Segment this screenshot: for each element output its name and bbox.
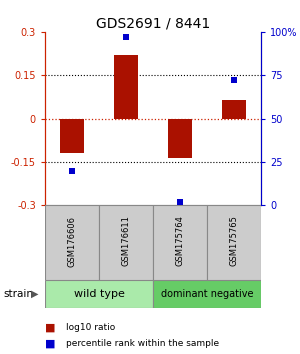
Bar (207, 205, 261, 280)
Text: wild type: wild type (74, 289, 124, 299)
Text: log10 ratio: log10 ratio (66, 323, 115, 332)
Bar (99, 205, 153, 280)
Bar (114, 55, 138, 119)
Bar (45, 280, 153, 308)
Title: GDS2691 / 8441: GDS2691 / 8441 (96, 17, 210, 31)
Bar (153, 280, 261, 308)
Bar (168, 119, 192, 158)
Bar (153, 205, 207, 280)
Text: GSM175765: GSM175765 (230, 216, 238, 267)
Bar (60, 119, 84, 153)
Text: ■: ■ (45, 338, 56, 348)
Text: strain: strain (3, 289, 33, 299)
Text: GSM175764: GSM175764 (176, 216, 184, 267)
Text: GSM176611: GSM176611 (122, 216, 130, 267)
Bar (222, 100, 246, 119)
Text: GSM176606: GSM176606 (68, 216, 76, 267)
Text: ▶: ▶ (31, 289, 38, 299)
Text: percentile rank within the sample: percentile rank within the sample (66, 339, 219, 348)
Text: dominant negative: dominant negative (161, 289, 253, 299)
Bar (45, 205, 99, 280)
Text: ■: ■ (45, 322, 56, 332)
